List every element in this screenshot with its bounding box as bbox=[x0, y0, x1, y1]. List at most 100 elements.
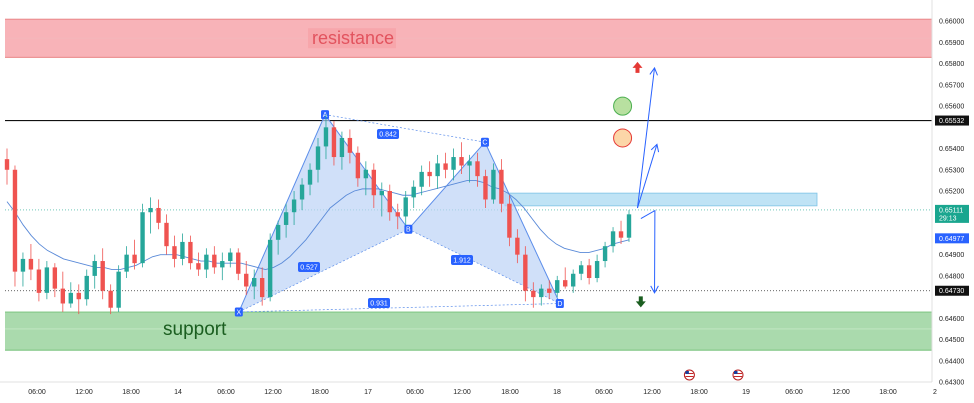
candles-layer bbox=[4, 114, 632, 315]
candle-body bbox=[20, 258, 26, 272]
y-tick-label: 0.66000 bbox=[939, 19, 964, 26]
x-tick-label: 17 bbox=[364, 389, 372, 396]
y-tick-label: 0.65900 bbox=[939, 40, 964, 47]
candle-body bbox=[371, 169, 377, 196]
y-tick-label: 0.64300 bbox=[939, 380, 964, 387]
candle-body bbox=[68, 292, 73, 304]
y-tick-label: 0.64500 bbox=[939, 337, 964, 344]
x-tick-label: 14 bbox=[174, 389, 182, 396]
candle-body bbox=[586, 265, 592, 279]
candle-body bbox=[435, 163, 440, 177]
point-C-label: C bbox=[482, 140, 487, 147]
candle-body bbox=[116, 271, 121, 308]
x-tick-label: 06:00 bbox=[406, 389, 424, 396]
x-tick-label: 18:00 bbox=[690, 389, 708, 396]
price-tag-0.65532-bg bbox=[935, 115, 969, 126]
candle-body bbox=[602, 246, 608, 262]
leg-xd bbox=[238, 303, 560, 313]
candle-body bbox=[507, 203, 512, 238]
y-tick-label: 0.64900 bbox=[939, 252, 964, 259]
candle-body bbox=[28, 258, 34, 270]
projection-arrowhead-arrow-mid bbox=[650, 143, 660, 153]
ratio-0.527-badge bbox=[298, 262, 320, 272]
y-tick-label: 0.64600 bbox=[939, 316, 964, 323]
us-flag-canton bbox=[733, 371, 738, 374]
candle-body bbox=[315, 146, 321, 170]
y-tick-label: 0.65300 bbox=[939, 167, 964, 174]
y-tick-label: 0.65600 bbox=[939, 104, 964, 111]
candle-body bbox=[395, 212, 400, 217]
candle-body bbox=[539, 288, 544, 298]
candle-body bbox=[379, 191, 384, 196]
projection-path-arrow-down bbox=[640, 209, 656, 293]
candle-body bbox=[459, 157, 464, 166]
price-tag-0.64977: 0.64977 bbox=[939, 236, 964, 243]
x-axis[interactable]: 06:00 12:00 18:00 14 06:00 12:00 18:00 17 06:00 1… bbox=[0, 381, 937, 396]
x-tick-label: 19 bbox=[742, 389, 750, 396]
candle-body bbox=[531, 290, 536, 298]
x-tick-label: 18 bbox=[553, 389, 561, 396]
candle-body bbox=[180, 241, 185, 259]
projection-path-arrow-up bbox=[636, 67, 656, 209]
ratio-0.842-label: 0.842 bbox=[379, 132, 397, 139]
projection-arrowhead-arrow-down bbox=[650, 285, 659, 294]
candle-body bbox=[228, 252, 233, 262]
candle-body bbox=[92, 261, 97, 276]
candle-body bbox=[291, 199, 297, 213]
y-tick-label: 0.65700 bbox=[939, 82, 964, 89]
candle-body bbox=[411, 186, 416, 198]
x-tick-label: 06:00 bbox=[595, 389, 613, 396]
candle-body bbox=[355, 152, 361, 179]
y-tick-label: 0.64400 bbox=[939, 358, 964, 365]
support-label: support bbox=[163, 319, 227, 340]
candle-body bbox=[626, 214, 632, 238]
point-A-label: A bbox=[323, 112, 328, 119]
candle-body bbox=[275, 224, 281, 240]
candle-body bbox=[570, 273, 576, 287]
price-tag-0.64977-bg bbox=[935, 233, 969, 244]
us-flag-canton bbox=[685, 371, 689, 374]
x-tick-label: 18:00 bbox=[311, 389, 329, 396]
leg-ac bbox=[324, 114, 486, 143]
candle-body bbox=[148, 207, 153, 213]
x-tick-label: 18:00 bbox=[122, 389, 140, 396]
candle-body bbox=[36, 269, 42, 293]
moving-average-line bbox=[6, 179, 630, 270]
y-axis[interactable]: 0.66000 0.65900 0.65800 0.65700 0.65600 0.654… bbox=[931, 0, 969, 387]
ratio-1.912-label: 1.912 bbox=[453, 258, 471, 265]
candle-body bbox=[172, 246, 177, 259]
leg-xb bbox=[238, 228, 409, 313]
harmonic-pattern-layer: X A B C D 0.842 0.527 1.912 0.931 bbox=[234, 110, 564, 317]
ratio-0.527-label: 0.527 bbox=[300, 265, 318, 272]
candle-body bbox=[204, 254, 209, 270]
candle-body bbox=[188, 241, 193, 264]
y-tick-label: 0.65400 bbox=[939, 146, 964, 153]
red-circle-icon bbox=[613, 128, 633, 148]
pattern-triangle-bcd bbox=[408, 142, 560, 304]
x-tick-label: 12:00 bbox=[832, 389, 850, 396]
candle-body bbox=[523, 254, 528, 291]
candle-body bbox=[100, 261, 105, 291]
price-tag-countdown: 29:13 bbox=[939, 215, 957, 222]
candle-body bbox=[307, 169, 313, 185]
point-D-badge bbox=[555, 298, 564, 308]
down-arrow-icon bbox=[635, 296, 646, 308]
resistance-label: resistance bbox=[312, 28, 394, 48]
candle-body bbox=[547, 288, 552, 293]
candle-body bbox=[515, 237, 520, 255]
candle-body bbox=[387, 191, 392, 213]
candle-body bbox=[443, 163, 448, 170]
candle-body bbox=[555, 280, 560, 293]
point-B-label: B bbox=[406, 227, 411, 234]
ratio-0.931-badge bbox=[368, 298, 390, 308]
x-tick-label: 2 bbox=[933, 389, 937, 396]
candle-body bbox=[563, 280, 568, 287]
x-tick-label: 06:00 bbox=[28, 389, 46, 396]
pattern-triangle-xab bbox=[238, 114, 409, 312]
candle-body bbox=[60, 288, 66, 304]
y-tick-label: 0.65200 bbox=[939, 189, 964, 196]
point-B-badge bbox=[404, 224, 413, 234]
candle-body bbox=[244, 273, 249, 287]
point-C-badge bbox=[480, 137, 489, 147]
